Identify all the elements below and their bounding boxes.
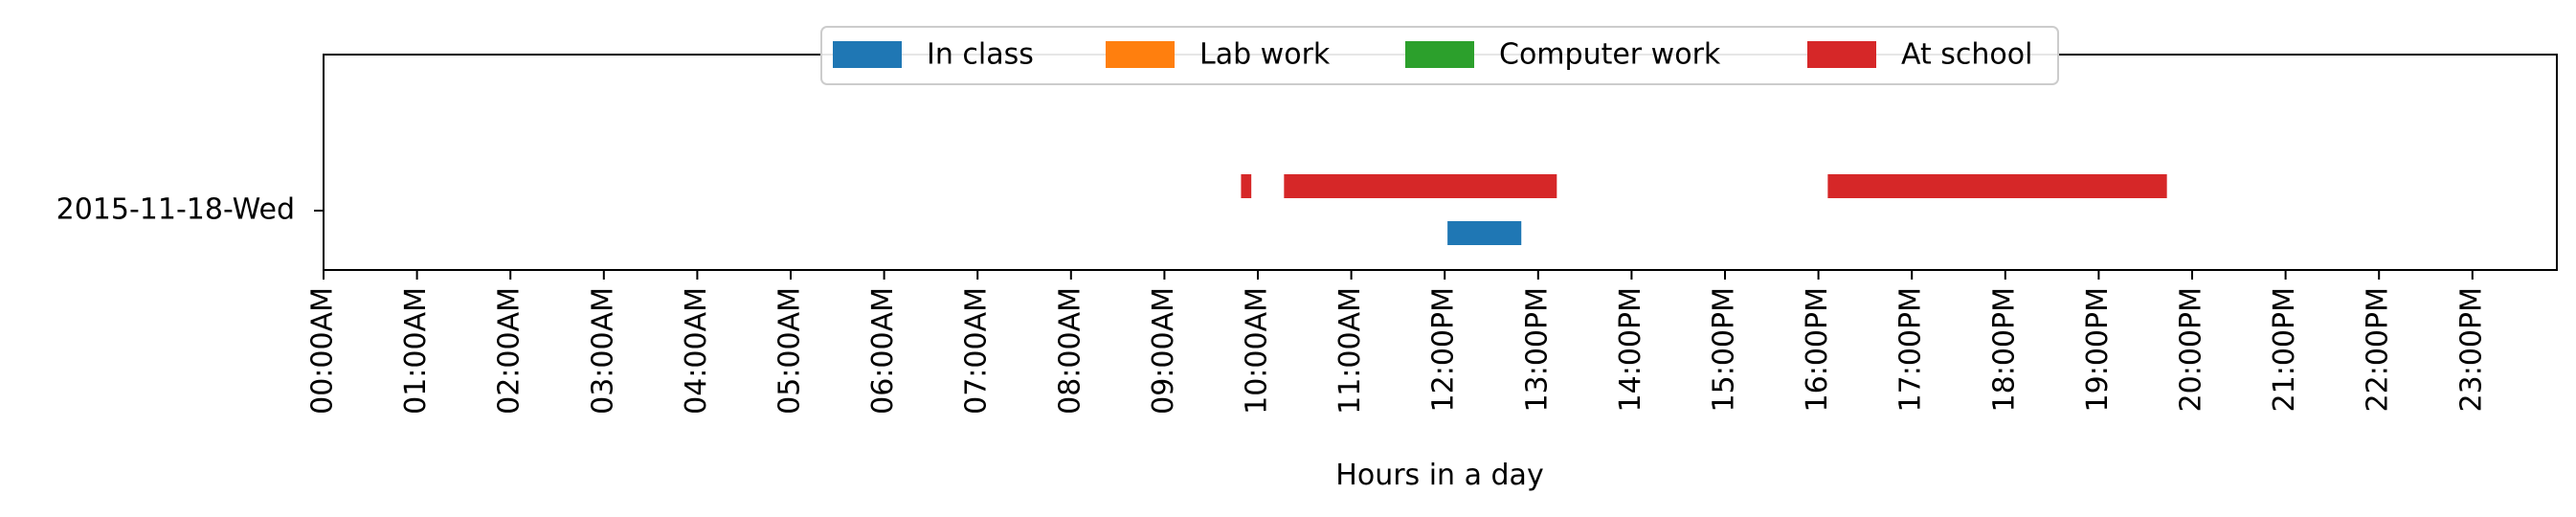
y-axis: 2015-11-18-Wed — [56, 193, 324, 227]
x-tick-label: 21:00PM — [2268, 287, 2301, 412]
legend-label: At school — [1901, 38, 2032, 72]
x-tick-label: 01:00AM — [399, 287, 433, 415]
x-tick-label: 11:00AM — [1333, 287, 1367, 415]
legend-swatch — [1405, 41, 1474, 68]
x-tick-label: 02:00AM — [493, 287, 526, 415]
x-tick-label: 10:00AM — [1241, 287, 1274, 415]
x-tick-label: 09:00AM — [1147, 287, 1180, 415]
plot-area — [323, 54, 2558, 271]
x-tick-label: 18:00PM — [1987, 287, 2021, 412]
timeline-bar — [1447, 221, 1522, 245]
x-tick-label: 05:00AM — [773, 287, 807, 415]
x-tick-label: 08:00AM — [1053, 287, 1086, 415]
x-tick-label: 19:00PM — [2081, 287, 2115, 412]
legend-swatch — [833, 41, 902, 68]
legend-label: Lab work — [1199, 38, 1331, 72]
x-tick-label: 06:00AM — [866, 287, 900, 415]
timeline-bar — [1827, 174, 2167, 198]
x-tick-label: 17:00PM — [1894, 287, 1928, 412]
y-tick-label: 2015-11-18-Wed — [56, 193, 295, 227]
legend-swatch — [1807, 41, 1876, 68]
x-tick-label: 23:00PM — [2454, 287, 2488, 412]
x-tick-label: 20:00PM — [2175, 287, 2208, 412]
bars-layer — [1241, 174, 2167, 245]
legend-label: Computer work — [1499, 38, 1721, 72]
x-tick-label: 13:00PM — [1520, 287, 1554, 412]
x-tick-label: 22:00PM — [2362, 287, 2395, 412]
x-axis: 00:00AM 01:00AM 02:00AM 03:00AM 04:00AM 05:00… — [306, 270, 2488, 415]
x-tick-label: 07:00AM — [960, 287, 994, 415]
x-tick-label: 03:00AM — [586, 287, 619, 415]
timeline-bar — [1241, 174, 1252, 198]
x-tick-label: 04:00AM — [680, 287, 713, 415]
x-tick-label: 14:00PM — [1614, 287, 1647, 412]
x-tick-label: 16:00PM — [1801, 287, 1834, 412]
x-tick-label: 12:00PM — [1427, 287, 1461, 412]
x-tick-label: 15:00PM — [1708, 287, 1741, 412]
legend-swatch — [1106, 41, 1175, 68]
x-tick-label: 00:00AM — [306, 287, 340, 415]
legend: In class Lab work Computer work At school — [820, 26, 2059, 85]
x-axis-title: Hours in a day — [1335, 459, 1543, 492]
timeline-bar — [1284, 174, 1557, 198]
legend-label: In class — [927, 38, 1034, 72]
